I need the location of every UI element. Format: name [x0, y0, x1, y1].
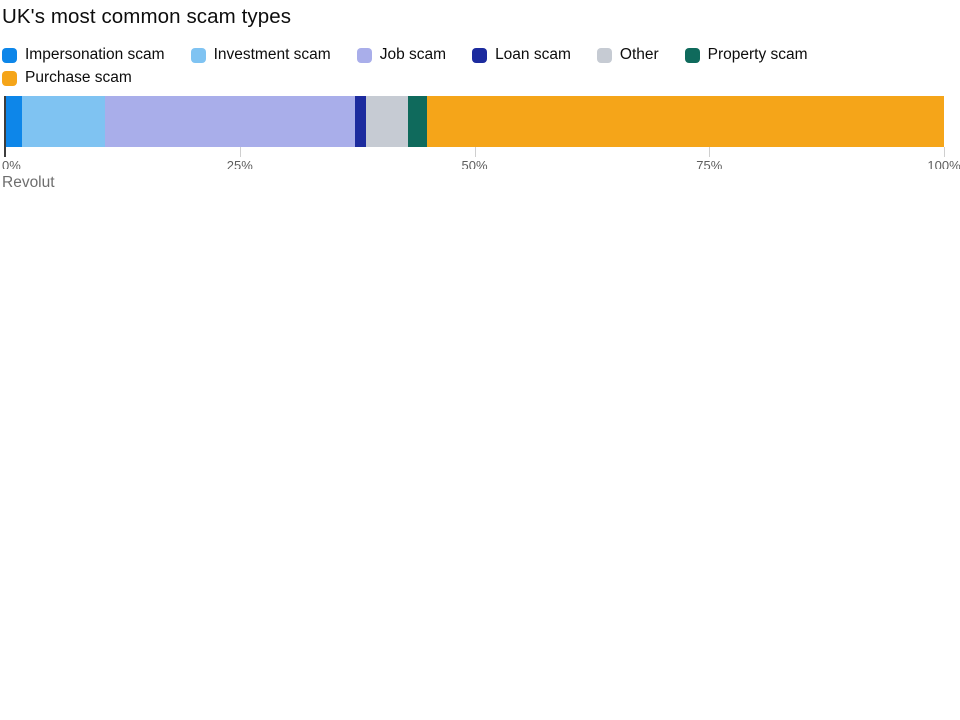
bar-segment-other — [365, 96, 408, 147]
x-axis-tick-label: 100% — [927, 158, 960, 169]
chart-title: UK's most common scam types — [2, 5, 292, 28]
legend-label: Other — [619, 46, 659, 63]
bar-segment-property-scam — [407, 96, 427, 147]
x-axis-tick-label: 0% — [2, 158, 21, 169]
plot-area: 0% 25% 50% 75% 100% — [0, 96, 960, 169]
x-axis-tick — [709, 147, 711, 157]
legend-swatch-icon — [356, 47, 372, 63]
bar-segment-impersonation-scam — [5, 96, 22, 147]
bar-segment-investment-scam — [21, 96, 106, 147]
bar-segment-purchase-scam — [426, 96, 944, 147]
legend-item-impersonation-scam: Impersonation scam — [2, 46, 165, 63]
legend-item-job-scam: Job scam — [356, 46, 447, 63]
legend-item-other: Other — [596, 46, 659, 63]
legend-item-investment-scam: Investment scam — [190, 46, 331, 63]
legend-item-property-scam: Property scam — [684, 46, 808, 63]
x-axis-tick-label: 75% — [696, 158, 723, 169]
legend-label: Investment scam — [213, 46, 331, 63]
x-axis-tick — [474, 147, 476, 157]
bar-segment-loan-scam — [355, 96, 366, 147]
legend-label: Purchase scam — [25, 69, 132, 86]
legend: Impersonation scam Investment scam Job sca… — [2, 46, 948, 86]
legend-label: Impersonation scam — [25, 46, 165, 63]
source-label: Revolut — [2, 174, 55, 191]
legend-swatch-icon — [2, 70, 17, 86]
legend-swatch-icon — [472, 47, 488, 63]
legend-label: Property scam — [707, 46, 808, 63]
x-axis-tick-label: 50% — [461, 158, 488, 169]
stacked-bar — [5, 96, 944, 147]
legend-item-purchase-scam: Purchase scam — [2, 69, 132, 86]
legend-swatch-icon — [190, 47, 206, 63]
legend-label: Job scam — [379, 46, 447, 63]
legend-swatch-icon — [596, 47, 612, 63]
bar-segment-job-scam — [105, 96, 356, 147]
legend-label: Loan scam — [495, 46, 571, 63]
legend-swatch-icon — [684, 47, 700, 63]
y-axis-line — [4, 96, 6, 157]
legend-swatch-icon — [2, 47, 17, 63]
x-axis-tick — [239, 147, 241, 157]
legend-item-loan-scam: Loan scam — [472, 46, 571, 63]
x-axis-tick-label: 25% — [226, 158, 253, 169]
x-axis-tick — [944, 147, 945, 157]
